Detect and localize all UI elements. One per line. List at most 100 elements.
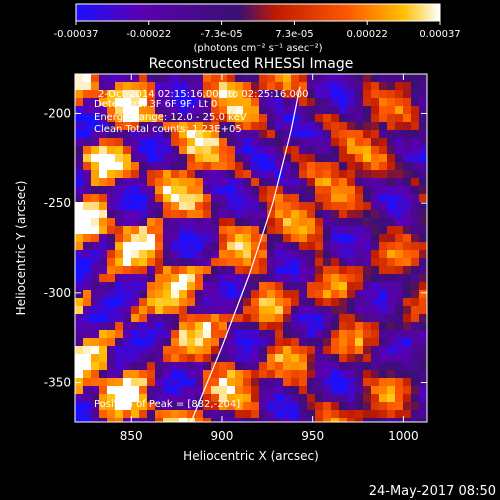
heatmap-cell: [419, 314, 427, 322]
heatmap-cell: [195, 98, 203, 106]
heatmap-cell: [299, 98, 307, 106]
heatmap-cell: [187, 74, 195, 82]
heatmap-cell: [323, 162, 331, 170]
heatmap-cell: [227, 330, 235, 338]
heatmap-cell: [131, 234, 139, 242]
heatmap-cell: [187, 154, 195, 162]
heatmap-cell: [219, 114, 227, 122]
heatmap-cell: [75, 266, 83, 274]
heatmap-cell: [347, 370, 355, 378]
heatmap-cell: [315, 370, 323, 378]
heatmap-cell: [419, 354, 427, 362]
heatmap-cell: [299, 226, 307, 234]
heatmap-cell: [411, 282, 419, 290]
heatmap-cell: [315, 378, 323, 386]
heatmap-cell: [379, 250, 387, 258]
heatmap-cell: [307, 130, 315, 138]
heatmap-cell: [323, 410, 331, 418]
heatmap-cell: [331, 242, 339, 250]
heatmap-cell: [267, 106, 275, 114]
heatmap-cell: [91, 402, 99, 410]
heatmap-cell: [379, 98, 387, 106]
heatmap-cell: [395, 362, 403, 370]
heatmap-cell: [83, 354, 91, 362]
heatmap-cell: [339, 178, 347, 186]
heatmap-cell: [251, 370, 259, 378]
heatmap-cell: [387, 338, 395, 346]
heatmap-cell: [307, 330, 315, 338]
heatmap-cell: [275, 386, 283, 394]
heatmap-cell: [275, 306, 283, 314]
heatmap-cell: [179, 170, 187, 178]
heatmap-cell: [187, 178, 195, 186]
heatmap-cell: [131, 314, 139, 322]
heatmap-cell: [75, 418, 83, 422]
heatmap-cell: [171, 378, 179, 386]
heatmap-cell: [195, 138, 203, 146]
heatmap-cell: [147, 274, 155, 282]
heatmap-cell: [179, 290, 187, 298]
heatmap-cell: [275, 394, 283, 402]
heatmap-cell: [379, 386, 387, 394]
heatmap-cell: [411, 394, 419, 402]
heatmap-cell: [211, 330, 219, 338]
heatmap-cell: [179, 386, 187, 394]
heatmap-cell: [251, 314, 259, 322]
heatmap-cell: [91, 98, 99, 106]
heatmap-cell: [323, 194, 331, 202]
heatmap-cell: [411, 346, 419, 354]
heatmap-cell: [83, 210, 91, 218]
heatmap-cell: [291, 266, 299, 274]
heatmap-cell: [83, 362, 91, 370]
heatmap-cell: [115, 226, 123, 234]
heatmap-cell: [99, 338, 107, 346]
heatmap-cell: [291, 250, 299, 258]
heatmap-cell: [395, 82, 403, 90]
heatmap-cell: [91, 298, 99, 306]
heatmap-cell: [347, 82, 355, 90]
heatmap-cell: [75, 178, 83, 186]
heatmap-cell: [323, 74, 331, 82]
heatmap-cell: [291, 194, 299, 202]
heatmap-cell: [267, 82, 275, 90]
heatmap-cell: [339, 74, 347, 82]
heatmap-cell: [99, 330, 107, 338]
heatmap-cell: [267, 338, 275, 346]
heatmap-cell: [163, 170, 171, 178]
heatmap-cell: [331, 186, 339, 194]
colorbar-unit-label: (photons cm⁻² s⁻¹ asec⁻²): [193, 43, 322, 54]
heatmap-cell: [275, 178, 283, 186]
heatmap-cell: [179, 186, 187, 194]
heatmap-cell: [107, 178, 115, 186]
heatmap-cell: [163, 138, 171, 146]
heatmap-cell: [155, 410, 163, 418]
heatmap-cell: [291, 322, 299, 330]
heatmap-cell: [371, 346, 379, 354]
heatmap-cell: [419, 74, 427, 82]
heatmap-cell: [163, 338, 171, 346]
heatmap-cell: [363, 178, 371, 186]
heatmap-cell: [371, 146, 379, 154]
heatmap-cell: [139, 178, 147, 186]
heatmap-cell: [275, 314, 283, 322]
heatmap-cell: [283, 250, 291, 258]
heatmap-cell: [339, 106, 347, 114]
heatmap-cell: [339, 370, 347, 378]
heatmap-cell: [115, 370, 123, 378]
heatmap-cell: [91, 122, 99, 130]
heatmap-cell: [147, 250, 155, 258]
heatmap-cell: [419, 266, 427, 274]
heatmap-cell: [155, 250, 163, 258]
heatmap-cell: [259, 130, 267, 138]
heatmap-cell: [331, 130, 339, 138]
heatmap-cell: [387, 186, 395, 194]
heatmap-cell: [131, 242, 139, 250]
heatmap-cell: [371, 202, 379, 210]
heatmap-cell: [147, 402, 155, 410]
heatmap-cell: [251, 210, 259, 218]
heatmap-cell: [187, 130, 195, 138]
heatmap-cell: [371, 218, 379, 226]
heatmap-cell: [139, 242, 147, 250]
heatmap-cell: [115, 178, 123, 186]
heatmap-cell: [371, 186, 379, 194]
